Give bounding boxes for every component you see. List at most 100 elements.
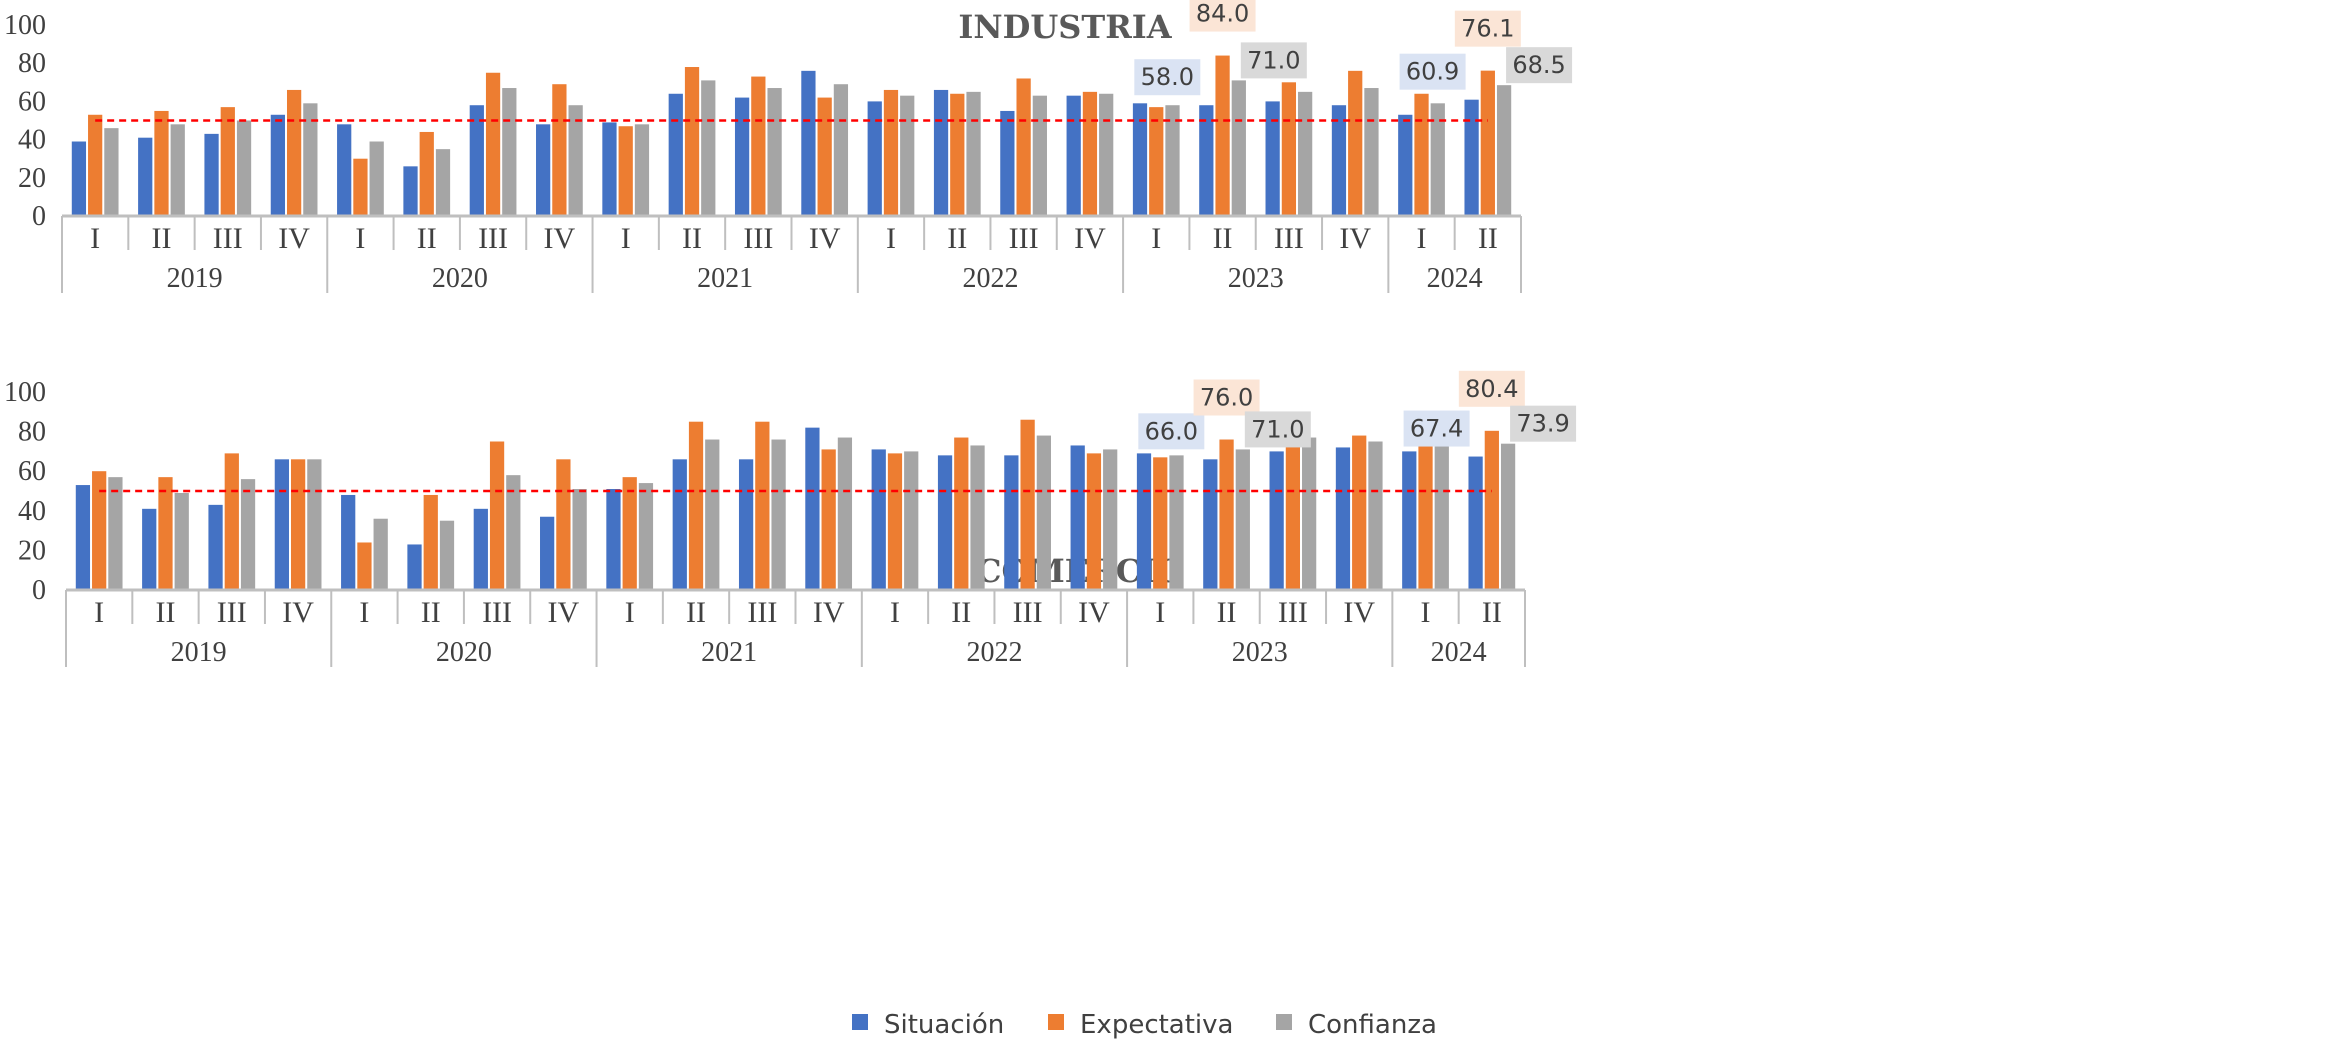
data-label-box xyxy=(1403,410,1470,447)
bar-confianza xyxy=(1032,95,1047,216)
data-label: 73.9 xyxy=(1516,410,1569,438)
x-tick-label-quarter: IV xyxy=(548,596,580,629)
x-tick-label-quarter: III xyxy=(478,222,508,255)
bar-confianza xyxy=(1368,441,1383,590)
bar-expectativa xyxy=(1480,70,1495,216)
x-tick-label-quarter: IV xyxy=(278,222,310,255)
x-tick-label-quarter: I xyxy=(1155,596,1165,629)
bar-confianza xyxy=(1430,103,1445,216)
x-tick-label-quarter: I xyxy=(1421,596,1431,629)
legend-swatch-expectativa xyxy=(1048,1014,1064,1030)
x-tick-label-quarter: II xyxy=(421,596,441,629)
x-tick-label-quarter: I xyxy=(1151,222,1161,255)
bar-confianza xyxy=(701,80,716,216)
data-label-box xyxy=(1458,370,1525,407)
data-label: 67.4 xyxy=(1410,415,1463,443)
bar-expectativa xyxy=(688,421,704,590)
x-tick-label-year: 2021 xyxy=(701,637,757,668)
data-label-box xyxy=(1240,42,1307,79)
y-tick-label: 100 xyxy=(4,10,46,41)
x-tick-label-quarter: III xyxy=(213,222,243,255)
bar-confianza xyxy=(966,91,981,216)
bar-expectativa xyxy=(618,126,633,216)
bar-confianza xyxy=(104,128,119,216)
x-tick-label-quarter: I xyxy=(886,222,896,255)
y-tick-label: 60 xyxy=(18,456,46,487)
bar-confianza xyxy=(1302,437,1317,590)
bar-expectativa xyxy=(552,84,567,217)
x-tick-label-year: 2022 xyxy=(966,637,1022,668)
bar-expectativa xyxy=(423,494,438,590)
bar-confianza xyxy=(572,489,587,590)
bar-confianza xyxy=(833,84,849,217)
bar-confianza xyxy=(1169,455,1184,590)
bar-confianza xyxy=(1364,88,1379,216)
bar-confianza xyxy=(767,88,782,216)
bar-confianza xyxy=(568,105,583,216)
x-tick-label-quarter: I xyxy=(355,222,365,255)
bar-situacion xyxy=(274,459,289,590)
bar-situacion xyxy=(672,459,687,590)
bar-expectativa xyxy=(1414,93,1429,216)
bar-confianza xyxy=(1231,80,1246,216)
x-tick-label-year: 2023 xyxy=(1232,637,1288,668)
bar-confianza xyxy=(369,141,384,216)
bar-confianza xyxy=(970,445,985,590)
bar-situacion xyxy=(734,97,750,216)
x-tick-label-quarter: II xyxy=(947,222,967,255)
data-label-box xyxy=(1134,59,1201,96)
bar-expectativa xyxy=(1484,430,1499,590)
bar-situacion xyxy=(937,455,953,590)
bar-confianza xyxy=(506,475,521,590)
x-tick-label-year: 2019 xyxy=(171,637,227,668)
bar-confianza xyxy=(1500,443,1516,590)
bar-expectativa xyxy=(419,131,434,216)
y-tick-label: 20 xyxy=(18,163,46,194)
bar-expectativa xyxy=(1281,82,1297,216)
bar-confianza xyxy=(1434,445,1449,590)
y-tick-label: 0 xyxy=(32,575,46,606)
data-label: 60.9 xyxy=(1406,58,1459,86)
bar-confianza xyxy=(439,520,455,590)
bar-situacion xyxy=(602,122,617,216)
bar-confianza xyxy=(705,439,720,590)
x-tick-label-quarter: I xyxy=(359,596,369,629)
bar-expectativa xyxy=(755,421,770,590)
x-tick-label-year: 2020 xyxy=(436,637,492,668)
legend-swatch-situacion xyxy=(852,1014,868,1030)
bar-confianza xyxy=(307,459,322,590)
x-tick-label-year: 2019 xyxy=(167,263,223,294)
data-label: 68.5 xyxy=(1512,51,1565,79)
bar-situacion xyxy=(1265,101,1280,216)
x-tick-label-year: 2020 xyxy=(432,263,488,294)
bar-confianza xyxy=(1103,449,1118,590)
x-tick-label-quarter: III xyxy=(482,596,512,629)
x-tick-label-quarter: III xyxy=(1009,222,1039,255)
bar-expectativa xyxy=(1149,107,1164,216)
x-tick-label-quarter: II xyxy=(682,222,702,255)
bar-expectativa xyxy=(220,107,235,216)
bar-expectativa xyxy=(751,76,766,216)
bar-confianza xyxy=(1036,435,1051,590)
x-tick-label-quarter: II xyxy=(417,222,437,255)
y-tick-label: 40 xyxy=(18,496,46,527)
bar-situacion xyxy=(138,137,153,216)
bar-expectativa xyxy=(158,477,173,590)
bar-situacion xyxy=(540,516,555,590)
bar-situacion xyxy=(341,494,356,590)
x-tick-label-quarter: IV xyxy=(282,596,314,629)
bar-situacion xyxy=(75,485,91,590)
bar-confianza xyxy=(303,103,318,216)
bar-confianza xyxy=(170,124,185,216)
x-tick-label-quarter: III xyxy=(743,222,773,255)
bar-situacion xyxy=(1468,456,1483,590)
x-tick-label-year: 2022 xyxy=(962,263,1018,294)
bar-situacion xyxy=(204,133,219,216)
bar-confianza xyxy=(1496,85,1512,216)
bar-expectativa xyxy=(154,110,169,216)
x-tick-label-quarter: IV xyxy=(809,222,841,255)
bar-expectativa xyxy=(1348,70,1363,216)
y-tick-label: 40 xyxy=(18,125,46,156)
